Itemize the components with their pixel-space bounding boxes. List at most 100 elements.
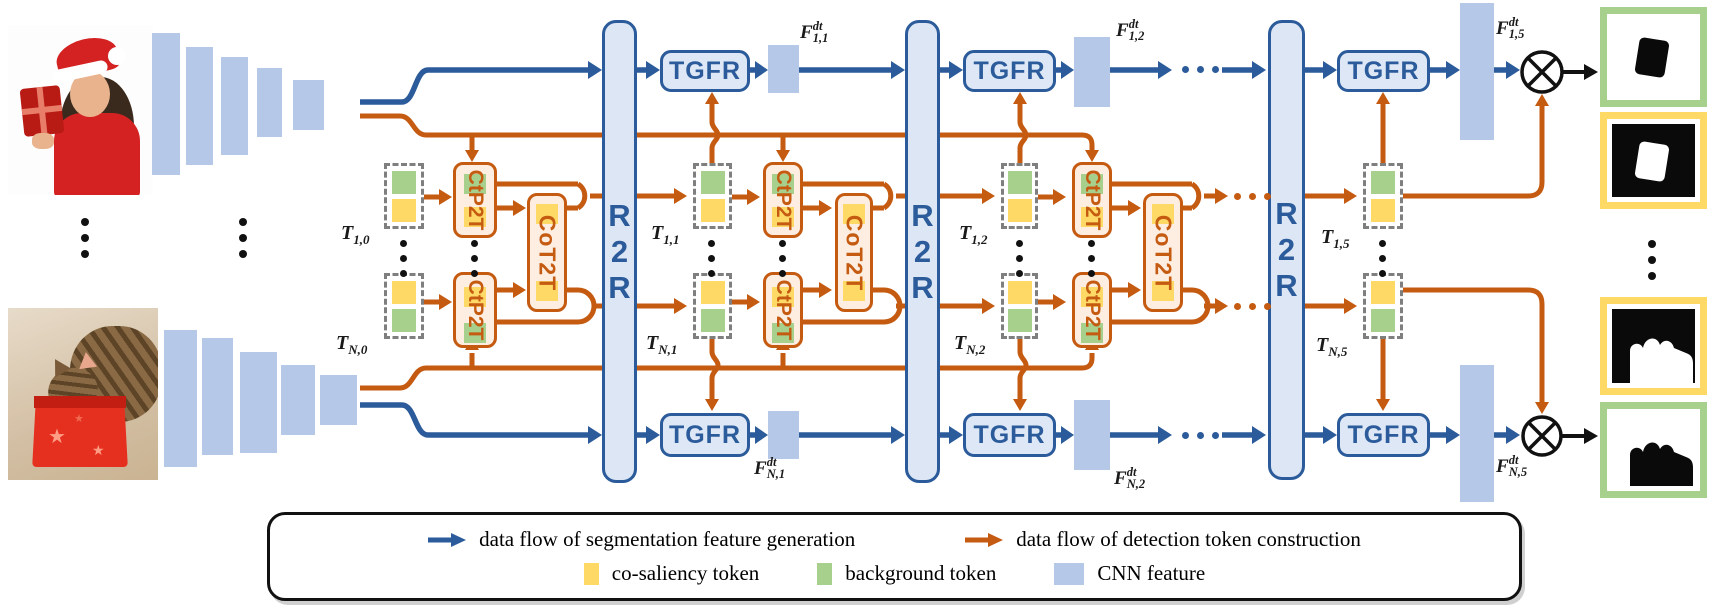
orange-arrow-icon <box>965 532 1004 547</box>
co-saliency-token <box>1007 280 1032 304</box>
legend-label: CNN feature <box>1097 561 1206 585</box>
input-image-woman <box>8 25 153 195</box>
cnn-feature-bar <box>293 80 324 130</box>
ctp2t-module-bottom-0: CtP2T <box>453 272 497 348</box>
ellipsis-ctp2t-1 <box>779 240 786 277</box>
background-token <box>392 170 416 194</box>
legend-item-detection-flow: data flow of detection token constructio… <box>965 527 1361 552</box>
background-token <box>1371 170 1395 194</box>
token-label-t-N-1: TN,1 <box>646 332 678 357</box>
token-label-t-1-5: T1,5 <box>1321 226 1350 251</box>
co-saliency-token <box>1371 280 1395 304</box>
token-label-t-N-2: TN,2 <box>954 332 986 357</box>
co-saliency-token <box>1007 198 1032 222</box>
token-label-t-1-0: T1,0 <box>341 222 370 247</box>
token-stack-t-N-1 <box>693 273 732 339</box>
token-stack-t-1-2 <box>1001 163 1038 229</box>
ctp2t-module-top-0: CtP2T <box>453 162 497 238</box>
ellipsis-blue-bottom <box>1182 432 1219 439</box>
ellipsis-input-images <box>81 218 89 258</box>
background-token <box>700 308 725 332</box>
token-label-t-1-1: T1,1 <box>651 222 680 247</box>
ellipsis-orange-bottom <box>1234 303 1271 310</box>
token-stack-t-N-0 <box>384 273 424 339</box>
ellipsis-ctp2t-2 <box>1088 240 1095 277</box>
co-saliency-token <box>700 198 725 222</box>
background-token <box>700 170 725 194</box>
tgfr-module-bottom-5: TGFR <box>1337 413 1430 457</box>
input-image-cat: ★ ★ ★ <box>8 308 158 480</box>
cot2t-module-1: CoT2T <box>835 193 873 312</box>
co-saliency-token-icon <box>583 562 599 585</box>
cnn-feature-bar <box>320 375 357 425</box>
cnn-feature-bar <box>1074 400 1110 470</box>
cnn-feature-bar <box>164 330 197 467</box>
cnn-feature-bar <box>1460 365 1494 502</box>
ellipsis-ctp2t-0 <box>471 240 478 277</box>
cnn-feature-bar <box>240 352 277 453</box>
cnn-feature-bar <box>186 47 213 165</box>
cnn-feature-icon <box>1054 562 1085 585</box>
ellipsis-orange-top <box>1234 193 1271 200</box>
cnn-feature-bar <box>768 411 799 459</box>
co-saliency-token <box>1371 198 1395 222</box>
ellipsis-tokens-5 <box>1379 240 1386 277</box>
tgfr-module-top-5: TGFR <box>1337 50 1430 92</box>
token-label-t-N-0: TN,0 <box>336 332 368 357</box>
legend-item-segmentation-flow: data flow of segmentation feature genera… <box>428 527 855 552</box>
ellipsis-blue-top <box>1182 66 1219 73</box>
cnn-feature-bar <box>1074 37 1110 107</box>
background-token-icon <box>817 562 833 585</box>
token-label-t-N-5: TN,5 <box>1316 334 1348 359</box>
background-token <box>1371 308 1395 332</box>
ellipsis-encoders <box>239 218 247 258</box>
legend-label: data flow of segmentation feature genera… <box>479 527 856 551</box>
blue-arrow-icon <box>428 532 467 547</box>
tgfr-module-top-2: TGFR <box>963 50 1056 92</box>
tgfr-module-bottom-2: TGFR <box>963 413 1056 457</box>
tgfr-module-top-1: TGFR <box>660 50 750 92</box>
legend-item-cnn-feature: CNN feature <box>1054 561 1205 586</box>
cnn-feature-bar <box>152 33 180 175</box>
legend-label: background token <box>845 561 997 585</box>
token-stack-t-N-2 <box>1001 273 1038 339</box>
legend: data flow of segmentation feature genera… <box>267 512 1522 601</box>
legend-label: co-saliency token <box>611 561 760 585</box>
token-label-t-1-2: T1,2 <box>959 222 988 247</box>
ellipsis-tokens-0 <box>400 240 407 277</box>
background-token <box>392 308 416 332</box>
legend-item-background-token: background token <box>817 561 996 586</box>
ctp2t-module-bottom-1: CtP2T <box>763 272 803 348</box>
legend-item-cosaliency-token: co-saliency token <box>583 561 760 586</box>
cnn-feature-bar <box>768 45 799 93</box>
background-token <box>1007 308 1032 332</box>
output-mask-1-background <box>1600 112 1707 209</box>
token-stack-t-1-0 <box>384 163 424 229</box>
token-stack-t-1-1 <box>693 163 732 229</box>
cnn-feature-bar <box>281 365 315 435</box>
co-saliency-token <box>700 280 725 304</box>
output-mask-N-background <box>1600 297 1707 395</box>
cnn-feature-bar <box>1460 3 1494 140</box>
ellipsis-output-masks <box>1648 240 1656 280</box>
multiply-icon <box>1520 50 1564 457</box>
ellipsis-tokens-2 <box>1016 240 1023 277</box>
cnn-feature-bar <box>202 338 233 455</box>
cnn-feature-bar <box>221 57 248 155</box>
token-stack-t-1-5 <box>1363 163 1403 229</box>
ctp2t-module-top-1: CtP2T <box>763 162 803 238</box>
co-saliency-token <box>392 280 416 304</box>
token-stack-t-N-5 <box>1363 273 1403 339</box>
co-saliency-token <box>392 198 416 222</box>
tgfr-module-bottom-1: TGFR <box>660 413 750 457</box>
output-mask-1-cosaliency <box>1600 7 1707 107</box>
